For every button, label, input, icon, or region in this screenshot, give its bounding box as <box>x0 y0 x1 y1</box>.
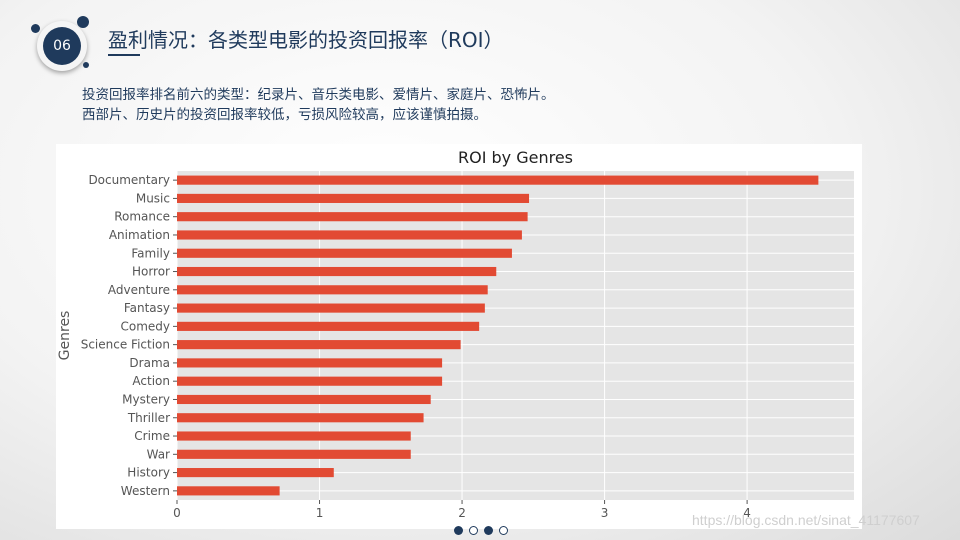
bar <box>177 340 461 350</box>
y-tick-label: Fantasy <box>124 301 170 315</box>
bar <box>177 431 411 441</box>
y-tick-label: Horror <box>132 265 170 279</box>
y-tick-label: History <box>127 466 170 480</box>
bar <box>177 303 485 313</box>
y-tick-label: Animation <box>109 228 170 242</box>
title-underline <box>108 54 140 56</box>
bar <box>177 486 280 496</box>
y-tick-label: Crime <box>134 429 170 443</box>
x-tick-label: 2 <box>458 506 466 520</box>
slide-number: 06 <box>43 27 81 65</box>
badge-dot-decoration <box>77 16 89 28</box>
y-tick-label: Mystery <box>122 392 170 406</box>
description-line-1: 投资回报率排名前六的类型：纪录片、音乐类电影、爱情片、家庭片、恐怖片。 <box>82 87 555 103</box>
chart-title: ROI by Genres <box>458 148 573 167</box>
y-tick-label: Comedy <box>120 319 170 333</box>
y-tick-label: Family <box>131 246 170 260</box>
y-tick-label: Romance <box>114 210 170 224</box>
description-text: 投资回报率排名前六的类型：纪录片、音乐类电影、爱情片、家庭片、恐怖片。 西部片、… <box>82 85 555 125</box>
y-tick-label: War <box>147 447 170 461</box>
pager-dot[interactable] <box>484 526 493 535</box>
bar <box>177 266 497 277</box>
bar <box>177 358 443 368</box>
bar <box>177 394 431 405</box>
plot-area <box>177 171 854 500</box>
bar <box>177 321 480 331</box>
watermark-text: https://blog.csdn.net/sinat_41177607 <box>692 512 920 528</box>
roi-bar-chart: 0 1 2 3 4 Documentary Music Romance Animation Fam… <box>57 148 854 520</box>
bar <box>177 193 530 203</box>
bar <box>177 212 528 222</box>
bar <box>177 376 443 386</box>
slide-number-badge: 06 <box>31 16 93 74</box>
y-tick-label: Drama <box>129 356 170 370</box>
bar <box>177 468 334 478</box>
badge-dot-decoration <box>31 24 40 33</box>
bar <box>177 413 424 423</box>
bar <box>177 449 411 459</box>
y-tick-label: Music <box>136 191 170 205</box>
chart-card: 0 1 2 3 4 Documentary Music Romance Animation Fam… <box>56 144 862 529</box>
y-axis-label: Genres <box>57 311 73 361</box>
pager <box>454 524 514 536</box>
bar <box>177 230 522 240</box>
pager-dot[interactable] <box>469 526 478 535</box>
y-tick-label: Science Fiction <box>81 338 170 352</box>
x-tick-label: 4 <box>743 506 751 520</box>
x-tick-label: 0 <box>173 506 181 520</box>
pager-dot[interactable] <box>499 526 508 535</box>
pager-dot[interactable] <box>454 526 463 535</box>
bar <box>177 175 819 185</box>
description-line-2: 西部片、历史片的投资回报率较低，亏损风险较高，应该谨慎拍摄。 <box>82 107 487 123</box>
bar <box>177 248 512 258</box>
y-tick-label: Thriller <box>127 411 170 425</box>
bar <box>177 285 488 295</box>
x-tick-label: 3 <box>601 506 609 520</box>
y-tick-label: Western <box>121 484 170 498</box>
y-tick-label: Action <box>132 374 170 388</box>
slide-title: 盈利情况：各类型电影的投资回报率（ROI） <box>108 28 504 52</box>
y-tick-label: Adventure <box>108 283 170 297</box>
x-tick-label: 1 <box>316 506 324 520</box>
y-tick-label: Documentary <box>88 173 170 187</box>
badge-dot-decoration <box>83 62 89 68</box>
